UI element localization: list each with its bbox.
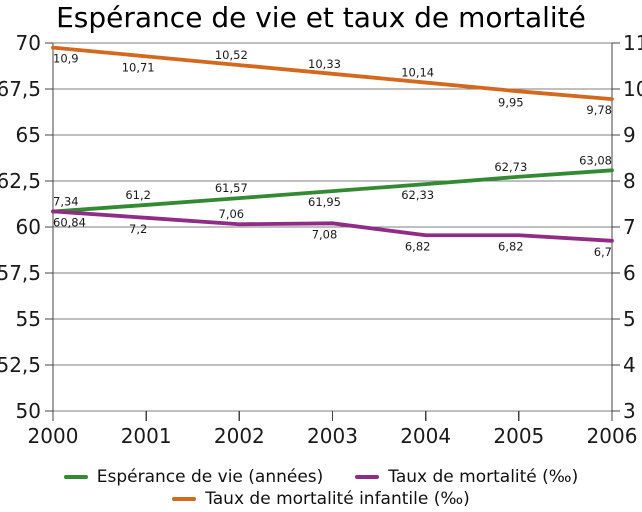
svg-text:52,5: 52,5 [0,353,41,377]
svg-text:62,33: 62,33 [401,188,434,202]
svg-text:9: 9 [623,123,636,147]
svg-text:6,7: 6,7 [594,245,612,259]
line-swatch-icon [172,497,197,501]
legend-label: Espérance de vie (années) [96,467,324,487]
legend-item-life-expectancy: Espérance de vie (années) [63,467,324,487]
svg-text:60,84: 60,84 [53,216,86,230]
line-swatch-icon [355,475,380,479]
svg-text:55: 55 [16,307,41,331]
svg-text:6: 6 [623,261,636,285]
svg-text:61,2: 61,2 [125,188,151,202]
svg-text:62,5: 62,5 [0,169,41,193]
svg-text:2003: 2003 [307,424,358,448]
svg-text:67,5: 67,5 [0,77,41,101]
svg-text:2005: 2005 [493,424,544,448]
svg-text:5: 5 [623,307,636,331]
legend-item-infant-mortality-rate: Taux de mortalité infantile (‰) [172,489,470,509]
line-swatch-icon [63,475,88,479]
svg-text:50: 50 [16,399,41,423]
svg-text:10,9: 10,9 [53,52,79,66]
svg-text:2000: 2000 [28,424,79,448]
chart-legend: Espérance de vie (années) Taux de mortal… [0,467,642,509]
legend-label: Taux de mortalité infantile (‰) [205,489,470,509]
svg-text:7,06: 7,06 [219,207,245,221]
svg-text:9,95: 9,95 [498,95,524,109]
svg-text:6,82: 6,82 [498,239,524,253]
svg-text:70: 70 [16,31,41,55]
svg-text:57,5: 57,5 [0,261,41,285]
svg-text:7,34: 7,34 [53,194,79,208]
legend-row-1: Espérance de vie (années) Taux de mortal… [63,467,578,487]
chart-title: Espérance de vie et taux de mortalité [56,1,586,34]
svg-text:2006: 2006 [587,424,638,448]
svg-text:8: 8 [623,169,636,193]
svg-text:60: 60 [16,215,41,239]
svg-text:4: 4 [623,353,636,377]
svg-text:10,71: 10,71 [122,60,155,74]
svg-text:2001: 2001 [121,424,172,448]
svg-text:63,08: 63,08 [579,153,612,167]
svg-text:11: 11 [623,31,642,55]
svg-text:10: 10 [623,77,642,101]
svg-text:10,52: 10,52 [215,48,248,62]
svg-text:61,95: 61,95 [308,195,341,209]
svg-text:10,14: 10,14 [401,66,434,80]
svg-text:9,78: 9,78 [586,103,612,117]
svg-text:3: 3 [623,399,636,423]
legend-row-2: Taux de mortalité infantile (‰) [172,489,470,509]
svg-text:61,57: 61,57 [215,181,248,195]
svg-text:6,82: 6,82 [405,239,431,253]
svg-text:7: 7 [623,215,636,239]
svg-text:10,33: 10,33 [308,57,341,71]
svg-text:7,2: 7,2 [129,222,147,236]
legend-item-mortality-rate: Taux de mortalité (‰) [355,467,578,487]
svg-text:2004: 2004 [400,424,451,448]
svg-text:7,08: 7,08 [312,227,338,241]
svg-text:2002: 2002 [214,424,265,448]
svg-text:65: 65 [16,123,41,147]
svg-text:62,73: 62,73 [494,160,527,174]
legend-label: Taux de mortalité (‰) [388,467,579,487]
